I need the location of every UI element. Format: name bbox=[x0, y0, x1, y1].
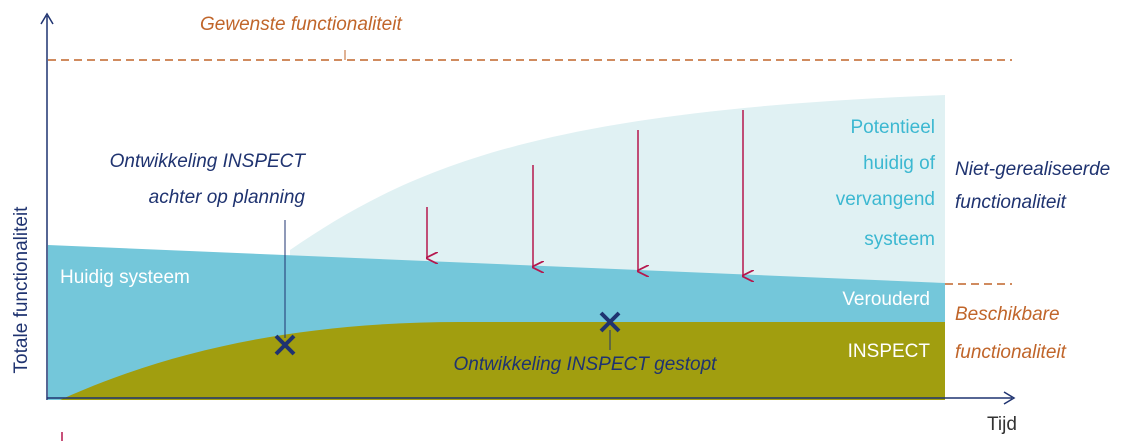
region-label: Huidig systeem bbox=[60, 267, 190, 288]
annotation: achter op planning bbox=[149, 187, 306, 208]
x-arrow bbox=[1003, 391, 1016, 405]
side-label: Niet-gerealiseerde bbox=[955, 159, 1110, 180]
region-label: huidig of bbox=[863, 153, 936, 174]
region-label: vervangend bbox=[836, 189, 935, 210]
potential-area bbox=[290, 95, 945, 283]
region-label: INSPECT bbox=[848, 341, 931, 362]
annotation: Ontwikkeling INSPECT gestopt bbox=[454, 354, 718, 375]
side-label: functionaliteit bbox=[955, 342, 1067, 363]
region-label: Verouderd bbox=[842, 289, 930, 310]
cross bbox=[599, 311, 621, 333]
y-arrow bbox=[40, 12, 54, 25]
region-label: systeem bbox=[864, 229, 935, 250]
y-axis-label: Totale functionaliteit bbox=[11, 206, 32, 374]
region-label: Potentieel bbox=[850, 117, 935, 138]
title: Gewenste functionaliteit bbox=[200, 14, 402, 35]
side-label: functionaliteit bbox=[955, 192, 1067, 213]
cross bbox=[274, 334, 296, 356]
x-axis-label: Tijd bbox=[987, 414, 1017, 435]
side-label: Beschikbare bbox=[955, 304, 1060, 325]
annotation: Ontwikkeling INSPECT bbox=[110, 151, 307, 172]
